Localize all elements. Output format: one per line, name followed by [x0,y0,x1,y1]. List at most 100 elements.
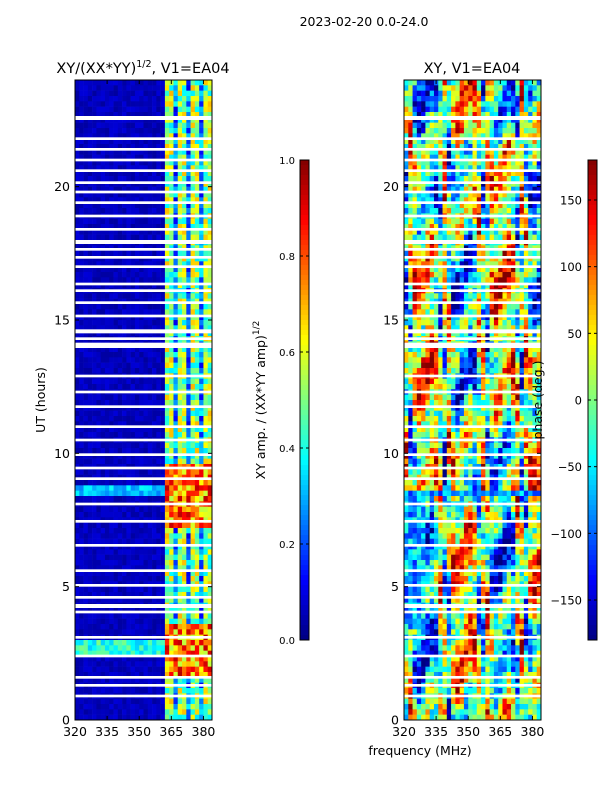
heatmap-cell [109,122,114,129]
heatmap-cell [139,698,144,705]
heatmap-cell [511,234,516,241]
heatmap-cell [109,208,114,214]
heatmap-cell [203,677,209,683]
heatmap-cell [536,144,542,150]
heatmap-cell [113,197,119,203]
heatmap-cell [147,528,153,534]
heatmap-cell [100,234,106,241]
heatmap-cell [186,229,191,235]
heatmap-cell [83,624,89,630]
heatmap-cell [79,640,84,646]
heatmap-cell [425,138,430,145]
heatmap-cell [92,544,97,550]
heatmap-cell [104,314,110,321]
heatmap-cell [455,144,460,150]
heatmap-cell [122,229,127,235]
heatmap-cell [194,490,200,497]
heatmap-cell [113,586,119,593]
heatmap-cell [126,384,131,390]
colorbar-step [300,215,309,221]
heatmap-cell [199,672,204,678]
heatmap-cell [126,149,131,155]
heatmap-cell [502,144,508,150]
heatmap-cell [143,544,149,550]
heatmap-cell [113,117,119,123]
heatmap-cell [134,320,140,326]
heatmap-cell [203,330,209,337]
heatmap-cell [143,128,149,134]
heatmap-cell [117,645,123,651]
heatmap-cell [408,229,413,235]
heatmap-cell [536,85,542,91]
heatmap-cell [182,421,187,427]
heatmap-cell [160,234,166,241]
heatmap-cell [126,432,131,438]
heatmap-cell [194,410,200,417]
heatmap-cell [472,106,478,113]
heatmap-cell [177,592,183,598]
heatmap-cell [177,698,183,705]
heatmap-cell [160,704,166,710]
heatmap-cell [104,688,110,694]
heatmap-cell [83,117,89,123]
heatmap-cell [139,325,144,331]
heatmap-cell [160,576,166,582]
heatmap-cell [416,106,422,113]
heatmap-cell [207,256,213,262]
heatmap-cell [130,709,136,715]
heatmap-cell [442,229,448,235]
heatmap-cell [207,133,213,139]
heatmap-cell [143,256,149,262]
heatmap-cell [156,613,161,619]
heatmap-cell [511,170,516,177]
heatmap-cell [182,416,187,422]
heatmap-cell [169,320,174,326]
heatmap-cell [203,133,209,139]
heatmap-cell [160,282,166,289]
heatmap-cell [207,282,213,289]
heatmap-cell [173,528,179,534]
heatmap-cell [190,293,196,299]
heatmap-cell [186,586,191,593]
heatmap-cell [451,154,456,161]
heatmap-cell [455,197,460,203]
heatmap-cell [156,368,161,374]
heatmap-cell [147,597,153,603]
heatmap-cell [134,416,140,422]
heatmap-cell [207,645,213,651]
heatmap-cell [164,144,170,150]
heatmap-cell [126,704,131,710]
heatmap-cell [194,469,200,475]
heatmap-cell [182,133,187,139]
heatmap-cell [451,144,456,150]
heatmap-cell [207,122,213,129]
heatmap-cell [130,560,136,566]
heatmap-cell [109,400,114,406]
heatmap-cell [190,432,196,438]
heatmap-cell [92,709,97,715]
heatmap-cell [134,400,140,406]
heatmap-cell [152,144,157,150]
heatmap-cell [100,346,106,353]
heatmap-cell [147,346,153,353]
heatmap-cell [446,122,452,129]
heatmap-cell [455,128,460,134]
heatmap-cell [164,442,170,449]
heatmap-cell [126,613,131,619]
heatmap-cell [160,352,166,358]
heatmap-cell [528,144,533,150]
heatmap-cell [152,160,157,166]
heatmap-cell [199,549,204,555]
heatmap-cell [130,138,136,145]
heatmap-cell [160,538,166,545]
heatmap-cell [536,165,542,171]
flagged-row [75,240,212,244]
heatmap-cell [87,432,93,438]
heatmap-cell [75,485,80,491]
heatmap-cell [412,122,418,129]
heatmap-cell [203,149,209,155]
heatmap-cell [194,197,200,203]
colorbar-step [300,475,309,481]
heatmap-cell [173,629,179,635]
heatmap-cell [412,112,418,118]
